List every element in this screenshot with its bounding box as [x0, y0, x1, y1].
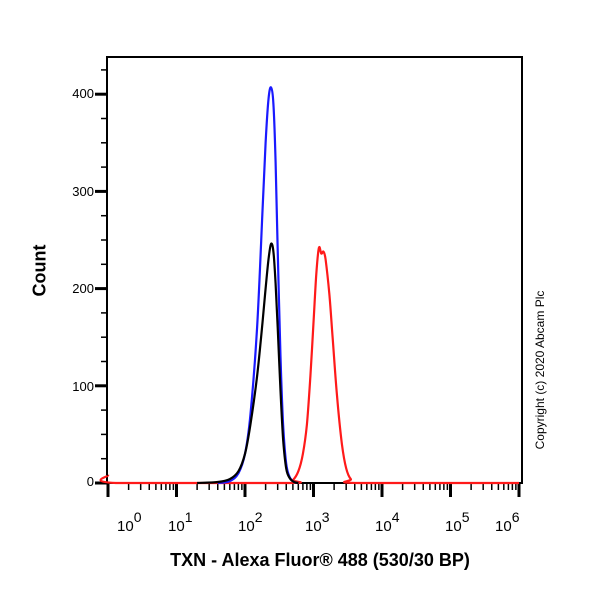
blue-control-curve: [217, 86, 299, 485]
x-tick-label-1e1: 101: [168, 509, 193, 535]
black-isotype-curve: [197, 242, 299, 485]
x-tick-label-1e2: 102: [238, 509, 263, 535]
x-axis-title: TXN - Alexa Fluor® 488 (530/30 BP): [170, 550, 470, 570]
copyright-notice: Copyright (c) 2020 Abcam Plc: [533, 290, 547, 450]
y-tick-label-300: 300: [72, 184, 94, 199]
x-tick-label-1e5: 105: [445, 509, 470, 535]
x-tick-label-1e0: 100: [117, 509, 142, 535]
y-tick-label-200: 200: [72, 281, 94, 296]
y-tick-label-0: 0: [86, 474, 94, 489]
x-tick-label-1e3: 103: [305, 509, 330, 535]
plot-frame: [95, 56, 523, 497]
x-tick-label-1e4: 104: [375, 509, 400, 535]
y-tick-label-400: 400: [72, 86, 94, 101]
y-tick-label-100: 100: [72, 379, 94, 394]
y-axis-title: Count: [29, 244, 50, 297]
histogram-curves: [99, 86, 519, 485]
x-tick-label-1e6: 106: [495, 509, 520, 535]
red-stained-curve: [99, 245, 519, 485]
plot-border: [106, 56, 523, 484]
